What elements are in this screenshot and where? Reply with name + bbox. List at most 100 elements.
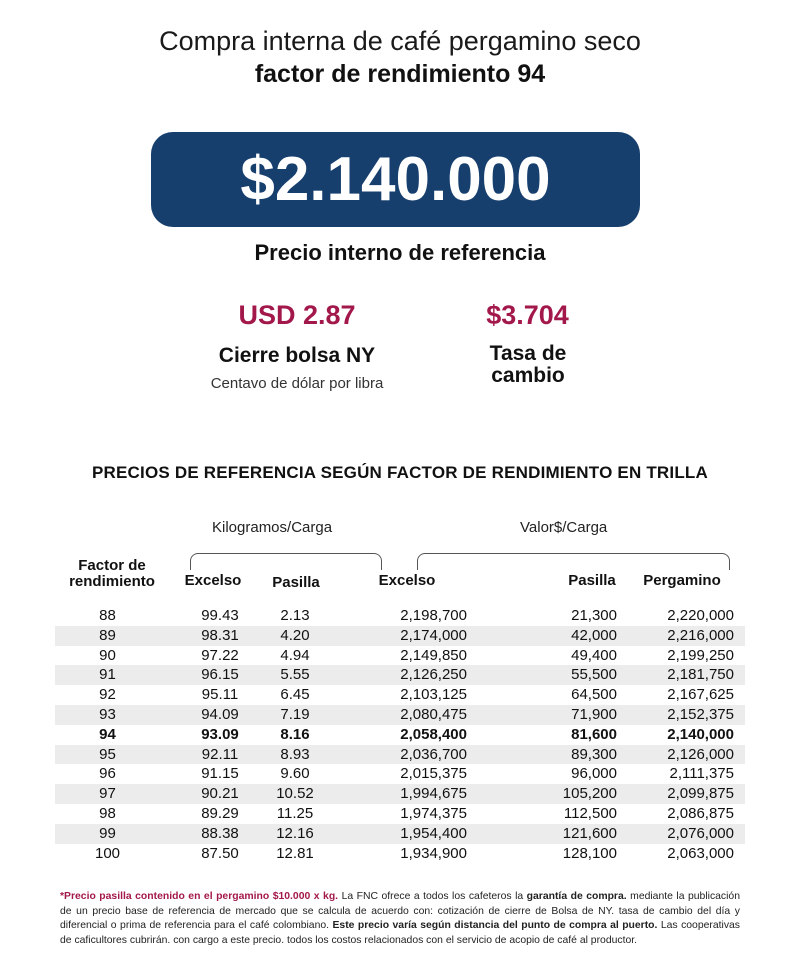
cell-pasilla-valor: 121,600	[562, 824, 617, 842]
cell-excelso-kg: 90.21	[201, 785, 239, 803]
col-header-factor-line-2: rendimiento	[69, 573, 155, 590]
cell-excelso-kg: 87.50	[201, 844, 239, 862]
cell-pergamino: 2,199,250	[667, 646, 734, 664]
footnote-text-1: La FNC ofrece a todos los cafeteros la	[338, 891, 527, 902]
usd-close-value: USD 2.87	[238, 300, 356, 330]
cell-excelso-kg: 93.09	[201, 725, 239, 743]
cell-excelso-valor: 2,174,000	[400, 626, 467, 644]
cell-excelso-kg: 88.38	[201, 824, 239, 842]
cell-pasilla-valor: 96,000	[571, 765, 617, 783]
cell-pasilla-valor: 71,900	[571, 705, 617, 723]
table-row: 92 95.11 6.45 2,103,125 64,500 2,167,625	[55, 685, 745, 705]
col-header-excelso-valor: Excelso	[378, 572, 436, 589]
usd-close-label: Cierre bolsa NY	[218, 344, 376, 367]
usd-close-sublabel: Centavo de dólar por libra	[210, 375, 384, 392]
cell-pergamino: 2,140,000	[667, 725, 734, 743]
cell-pasilla-valor: 112,500	[563, 804, 617, 822]
cell-excelso-valor: 2,126,250	[400, 666, 467, 684]
cell-excelso-valor: 1,954,400	[400, 824, 467, 842]
col-header-excelso-kg: Excelso	[184, 572, 242, 589]
cell-excelso-valor: 2,058,400	[400, 725, 467, 743]
cell-excelso-kg: 95.11	[201, 686, 239, 704]
cell-factor: 90	[99, 646, 116, 664]
cell-excelso-valor: 2,149,850	[400, 646, 467, 664]
cell-pasilla-valor: 89,300	[571, 745, 617, 763]
cell-pasilla-kg: 12.81	[276, 844, 314, 862]
cell-excelso-kg: 89.29	[201, 804, 239, 822]
cell-excelso-kg: 91.15	[201, 765, 239, 783]
table-row: 94 93.09 8.16 2,058,400 81,600 2,140,000	[55, 725, 745, 745]
footnote-pasilla-note: *Precio pasilla contenido en el pergamin…	[60, 891, 339, 902]
cell-pasilla-kg: 9.60	[280, 765, 310, 783]
cell-excelso-valor: 1,994,675	[400, 785, 467, 803]
col-header-pasilla-kg: Pasilla	[272, 574, 320, 591]
bracket-valor	[417, 553, 730, 570]
cell-pergamino: 2,126,000	[667, 745, 734, 763]
cell-excelso-valor: 1,934,900	[400, 844, 467, 862]
table-row: 95 92.11 8.93 2,036,700 89,300 2,126,000	[55, 744, 745, 765]
reference-price-table: 88 99.43 2.13 2,198,700 21,300 2,220,000 89 98.…	[55, 606, 745, 863]
cell-factor: 100	[94, 844, 121, 862]
group-label-kg: Kilogramos/Carga	[212, 519, 333, 536]
group-label-valor: Valor$/Carga	[520, 519, 608, 536]
table-row: 88 99.43 2.13 2,198,700 21,300 2,220,000	[55, 606, 745, 626]
cell-excelso-kg: 92.11	[201, 745, 239, 763]
cell-pasilla-valor: 21,300	[571, 607, 617, 624]
cell-excelso-kg: 94.09	[201, 705, 239, 723]
cell-factor: 94	[99, 725, 116, 743]
cell-pergamino: 2,063,000	[667, 844, 734, 862]
cell-pasilla-kg: 4.94	[280, 646, 310, 664]
cell-pasilla-valor: 55,500	[571, 666, 617, 684]
cell-pergamino: 2,167,625	[667, 686, 734, 704]
exchange-rate-label-line-1: Tasa de	[489, 342, 567, 365]
cell-excelso-valor: 2,015,375	[400, 765, 467, 783]
col-header-factor: Factor de rendimiento	[52, 558, 172, 590]
cell-pasilla-kg: 7.19	[280, 705, 310, 723]
cell-pergamino: 2,152,375	[667, 705, 734, 723]
reference-price-caption: Precio interno de referencia	[254, 240, 546, 265]
cell-excelso-kg: 98.31	[201, 626, 239, 644]
table-row: 98 89.29 11.25 1,974,375 112,500 2,086,875	[55, 804, 745, 824]
bracket-kg	[190, 553, 382, 570]
cell-factor: 97	[99, 785, 116, 803]
cell-pergamino: 2,099,875	[667, 785, 734, 803]
col-header-pasilla-valor: Pasilla	[568, 572, 616, 589]
cell-pasilla-valor: 128,100	[562, 844, 617, 862]
reference-price-box: $2.140.000	[151, 132, 640, 227]
cell-factor: 93	[99, 705, 116, 723]
cell-pasilla-kg: 5.55	[280, 666, 310, 684]
title-line-2: factor de rendimiento 94	[254, 60, 546, 88]
col-header-pergamino: Pergamino	[643, 572, 721, 589]
footnote-distance-note: Este precio varía según distancia del pu…	[332, 920, 658, 931]
cell-pasilla-kg: 8.16	[280, 725, 310, 743]
cell-excelso-valor: 1,974,375	[400, 804, 467, 822]
reference-price-value: $2.140.000	[240, 145, 551, 214]
exchange-rate-label: Tasa de cambio	[468, 343, 588, 387]
cell-pasilla-kg: 6.45	[280, 686, 310, 704]
cell-factor: 99	[99, 824, 116, 842]
cell-factor: 96	[99, 765, 116, 783]
cell-excelso-kg: 97.22	[201, 646, 239, 664]
cell-pasilla-valor: 42,000	[571, 626, 617, 644]
table-row: 91 96.15 5.55 2,126,250 55,500 2,181,750	[55, 665, 745, 686]
title-line-1: Compra interna de café pergamino seco	[159, 26, 641, 56]
cell-pasilla-kg: 2.13	[280, 607, 310, 624]
cell-excelso-valor: 2,198,700	[400, 607, 467, 624]
cell-excelso-valor: 2,080,475	[400, 705, 467, 723]
col-header-factor-line-1: Factor de	[78, 557, 146, 574]
exchange-rate-label-line-2: cambio	[491, 364, 565, 387]
cell-factor: 88	[99, 607, 116, 624]
cell-factor: 98	[99, 804, 116, 822]
cell-factor: 91	[99, 666, 116, 684]
table-row: 97 90.21 10.52 1,994,675 105,200 2,099,875	[55, 784, 745, 804]
table-title: PRECIOS DE REFERENCIA SEGÚN FACTOR DE RE…	[92, 463, 708, 482]
footnote-guarantee: garantía de compra.	[526, 891, 627, 902]
cell-pasilla-valor: 105,200	[562, 785, 617, 803]
cell-excelso-kg: 99.43	[201, 607, 239, 624]
cell-pergamino: 2,220,000	[667, 607, 734, 624]
exchange-rate-value: $3.704	[486, 300, 569, 330]
cell-pasilla-valor: 64,500	[571, 686, 617, 704]
footnote-text-2: mediante la publicación de un precio bas…	[60, 891, 740, 931]
table-row: 99 88.38 12.16 1,954,400 121,600 2,076,000	[55, 823, 745, 844]
cell-pasilla-kg: 4.20	[280, 626, 310, 644]
